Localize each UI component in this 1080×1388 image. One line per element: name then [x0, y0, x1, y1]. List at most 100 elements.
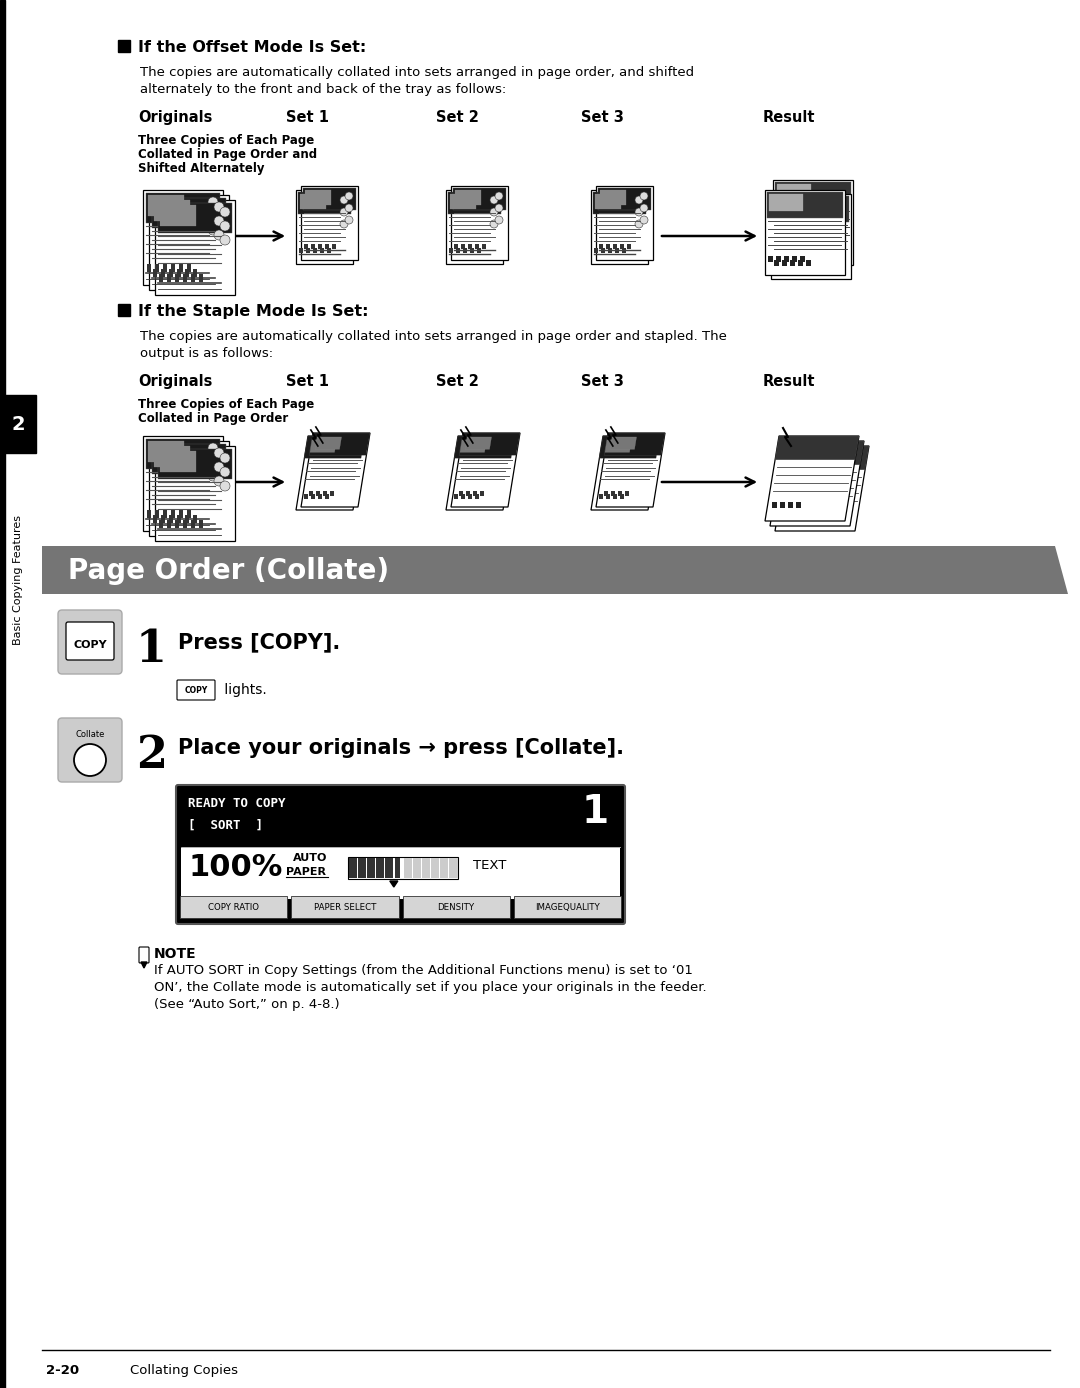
Bar: [778, 507, 782, 514]
Bar: [463, 247, 467, 253]
Circle shape: [208, 225, 218, 235]
Text: The copies are automatically collated into sets arranged in page order and stapl: The copies are automatically collated in…: [140, 330, 727, 343]
Bar: [193, 515, 197, 523]
Circle shape: [495, 217, 503, 223]
Bar: [793, 507, 798, 514]
Bar: [800, 257, 805, 262]
Bar: [608, 247, 612, 253]
Polygon shape: [604, 433, 665, 455]
Text: PAPER: PAPER: [286, 868, 326, 877]
Bar: [199, 520, 203, 527]
Bar: [788, 502, 793, 508]
Bar: [413, 858, 421, 879]
Bar: [156, 511, 159, 518]
Bar: [153, 269, 157, 276]
Bar: [454, 494, 458, 498]
Bar: [301, 186, 357, 260]
Text: alternately to the front and back of the tray as follows:: alternately to the front and back of the…: [140, 83, 507, 96]
Circle shape: [640, 217, 648, 223]
Bar: [349, 858, 356, 879]
Bar: [171, 264, 175, 272]
Bar: [622, 247, 626, 253]
Polygon shape: [301, 433, 370, 507]
Bar: [185, 515, 189, 523]
Polygon shape: [296, 436, 365, 509]
Bar: [299, 247, 303, 253]
Bar: [454, 244, 458, 248]
Polygon shape: [460, 440, 486, 452]
Circle shape: [208, 443, 218, 452]
Bar: [175, 520, 179, 527]
Circle shape: [490, 196, 498, 204]
Bar: [118, 304, 130, 316]
Bar: [320, 247, 324, 253]
Bar: [149, 194, 229, 290]
Polygon shape: [596, 433, 665, 507]
Text: Set 2: Set 2: [436, 373, 478, 389]
Bar: [403, 897, 510, 917]
Text: COPY: COPY: [73, 640, 107, 650]
Circle shape: [208, 211, 218, 221]
Bar: [449, 247, 453, 253]
Bar: [468, 244, 472, 248]
FancyBboxPatch shape: [66, 622, 114, 661]
Bar: [610, 491, 615, 496]
Bar: [769, 194, 802, 211]
Circle shape: [490, 208, 498, 217]
Text: The copies are automatically collated into sets arranged in page order, and shif: The copies are automatically collated in…: [140, 67, 694, 79]
Bar: [177, 515, 181, 523]
Text: COPY: COPY: [185, 686, 207, 694]
Bar: [156, 200, 235, 296]
Bar: [187, 264, 191, 272]
Bar: [514, 897, 621, 917]
Bar: [325, 494, 328, 498]
Bar: [773, 196, 849, 222]
Bar: [163, 511, 167, 518]
Bar: [357, 858, 366, 879]
Polygon shape: [390, 881, 397, 887]
Bar: [453, 187, 507, 210]
Bar: [404, 858, 411, 879]
Bar: [475, 244, 480, 248]
Text: Collate: Collate: [76, 730, 105, 738]
Bar: [606, 494, 609, 498]
Polygon shape: [141, 962, 147, 967]
Bar: [482, 244, 486, 248]
Bar: [305, 190, 330, 205]
Text: [  SORT  ]: [ SORT ]: [188, 819, 264, 831]
Text: 1: 1: [136, 627, 167, 670]
Text: PAPER SELECT: PAPER SELECT: [313, 902, 376, 912]
FancyBboxPatch shape: [177, 680, 215, 700]
Text: output is as follows:: output is as follows:: [140, 347, 273, 359]
Bar: [600, 247, 605, 253]
Polygon shape: [770, 441, 864, 526]
Polygon shape: [303, 436, 365, 458]
Circle shape: [640, 192, 648, 200]
Bar: [147, 264, 151, 272]
Bar: [395, 858, 401, 879]
Bar: [599, 244, 603, 248]
Bar: [431, 858, 440, 879]
Bar: [296, 190, 353, 264]
Circle shape: [220, 482, 230, 491]
Text: If the Staple Mode Is Set:: If the Staple Mode Is Set:: [138, 304, 368, 318]
Bar: [441, 858, 448, 879]
Text: Three Copies of Each Page: Three Copies of Each Page: [138, 135, 314, 147]
Bar: [796, 502, 801, 508]
Circle shape: [635, 221, 643, 228]
Circle shape: [220, 235, 230, 246]
Bar: [785, 507, 791, 514]
Bar: [167, 273, 171, 282]
Text: Originals: Originals: [138, 373, 213, 389]
Bar: [152, 198, 226, 229]
Bar: [422, 858, 430, 879]
Text: Set 1: Set 1: [286, 373, 329, 389]
Circle shape: [340, 208, 348, 217]
Bar: [771, 194, 851, 279]
Bar: [450, 194, 475, 208]
Circle shape: [490, 221, 498, 228]
Bar: [318, 494, 322, 498]
Circle shape: [345, 217, 353, 223]
Text: Originals: Originals: [138, 110, 213, 125]
Bar: [772, 502, 778, 508]
